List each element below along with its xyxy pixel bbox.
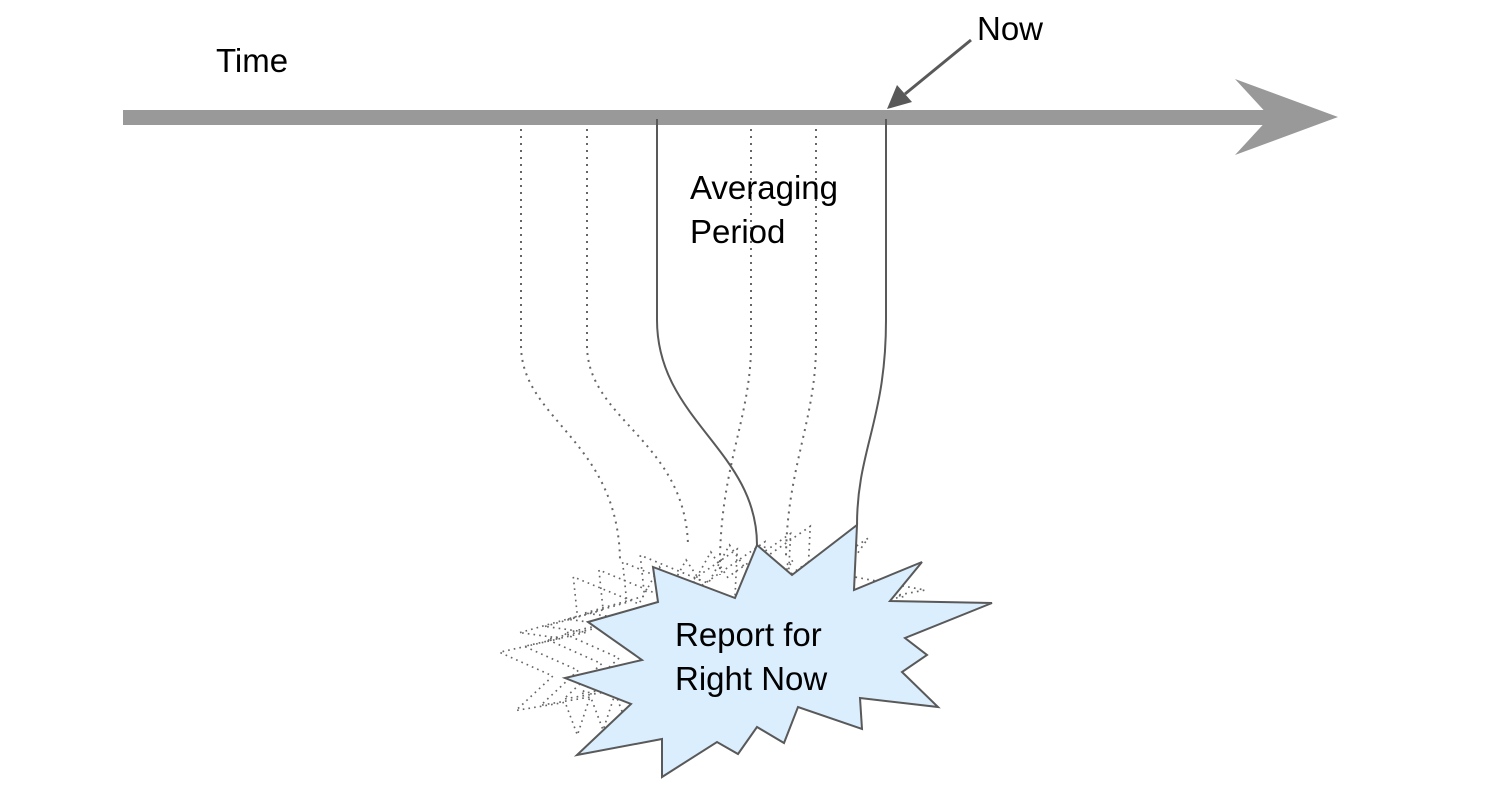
time-axis [123,79,1338,155]
averaging-period-label-line-1: Averaging [690,169,838,206]
now-pointer-arrowhead [887,85,912,109]
past-window-line-3 [718,122,752,576]
report-label-line-2: Right Now [675,660,827,697]
now-pointer-line [904,38,972,96]
past-averaging-lines [520,122,817,576]
now-pointer [887,38,972,109]
time-axis-shaft [123,110,1283,125]
averaging-period-label-line-2: Period [690,213,785,250]
past-window-line-1 [520,122,621,561]
averaging-period-end-line [856,119,887,526]
now-label: Now [977,10,1043,47]
time-label: Time [216,42,288,79]
past-window-line-4 [785,122,817,561]
report-burst [561,522,993,779]
averaging-period-start-line [656,119,758,546]
averaging-period-lines [656,119,887,546]
time-axis-arrowhead [1235,79,1338,155]
past-window-line-2 [586,122,689,546]
report-label-line-1: Report for [675,616,822,653]
